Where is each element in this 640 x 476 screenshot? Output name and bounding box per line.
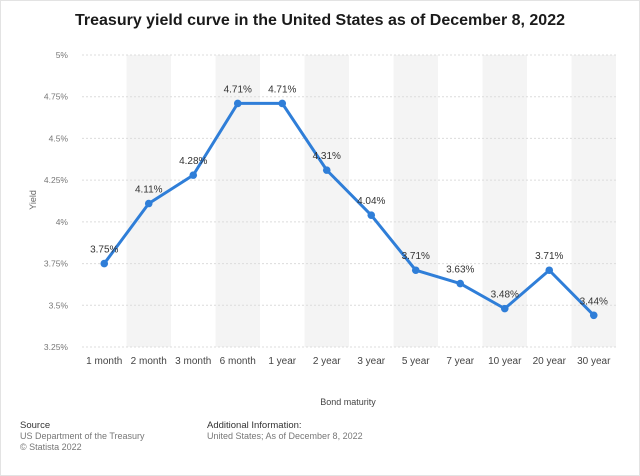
data-point: [189, 171, 198, 179]
info-text: United States; As of December 8, 2022: [207, 431, 363, 441]
x-tick-label: 1 year: [268, 356, 296, 367]
additional-info-block: Additional Information: United States; A…: [207, 420, 363, 442]
x-axis-ticks: 1 month 2 month 3 month 6 month 1 year 2 year…: [86, 356, 611, 367]
data-point: [500, 304, 509, 313]
x-tick-label: 10 year: [488, 356, 522, 367]
x-tick-label: 20 year: [533, 356, 567, 367]
y-tick-label: 4.5%: [49, 133, 69, 143]
data-labels: 3.75% 4.11% 4.28% 4.71% 4.71% 4.31% 4.04% 3.71%…: [90, 84, 608, 307]
y-axis-label: Yield: [28, 190, 38, 210]
x-tick-label: 2 year: [313, 356, 341, 367]
data-points: [100, 99, 598, 320]
y-tick-label: 3.75%: [44, 259, 69, 269]
column-bands: [126, 55, 616, 347]
data-point: [233, 99, 242, 108]
x-tick-label: 7 year: [446, 356, 474, 367]
x-tick-label: 6 month: [220, 356, 256, 367]
x-axis-label: Bond maturity: [320, 397, 376, 407]
data-label: 4.31%: [313, 151, 341, 162]
x-tick-label: 3 month: [175, 356, 211, 367]
data-point: [589, 311, 598, 320]
data-point: [411, 266, 420, 275]
column-band: [215, 55, 260, 347]
column-band: [482, 55, 527, 347]
column-band: [393, 55, 438, 347]
data-point: [278, 99, 287, 108]
y-tick-label: 4%: [56, 217, 69, 227]
data-point: [367, 211, 376, 219]
data-point: [545, 266, 554, 275]
x-tick-label: 3 year: [357, 356, 385, 367]
source-block: Source US Department of the Treasury © S…: [20, 420, 145, 453]
y-tick-label: 4.25%: [44, 175, 69, 185]
x-tick-label: 30 year: [577, 356, 611, 367]
data-label: 3.71%: [535, 251, 563, 262]
x-tick-label: 2 month: [131, 356, 167, 367]
copyright-text: © Statista 2022: [20, 442, 82, 452]
series-line-path: [103, 101, 595, 317]
data-label: 3.71%: [402, 251, 430, 262]
y-tick-label: 5%: [56, 50, 69, 60]
column-band: [304, 55, 349, 347]
data-label: 3.75%: [90, 245, 118, 256]
source-heading: Source: [20, 420, 51, 431]
data-label: 4.28%: [179, 156, 207, 167]
data-label: 4.04%: [357, 196, 385, 207]
y-axis-ticks: 3.25% 3.5% 3.75% 4% 4.25% 4.5% 4.75% 5%: [44, 50, 69, 352]
data-label: 4.71%: [268, 84, 296, 95]
data-label: 3.63%: [446, 265, 474, 276]
chart-title: Treasury yield curve in the United State…: [75, 12, 565, 29]
data-label: 3.44%: [580, 296, 608, 307]
y-tick-label: 4.75%: [44, 92, 69, 102]
y-tick-label: 3.25%: [44, 342, 69, 352]
x-tick-label: 1 month: [86, 356, 122, 367]
data-label: 4.71%: [224, 84, 252, 95]
x-tick-label: 5 year: [402, 356, 430, 367]
data-label: 4.11%: [135, 185, 163, 196]
data-point: [100, 259, 109, 268]
series-line: [103, 101, 595, 317]
grid-lines: [82, 54, 616, 348]
data-point: [456, 279, 465, 288]
source-text: US Department of the Treasury: [20, 431, 145, 441]
info-heading: Additional Information:: [207, 420, 302, 431]
y-tick-label: 3.5%: [49, 300, 69, 310]
data-point: [322, 166, 331, 174]
data-label: 3.48%: [491, 290, 519, 301]
data-point: [144, 199, 153, 208]
